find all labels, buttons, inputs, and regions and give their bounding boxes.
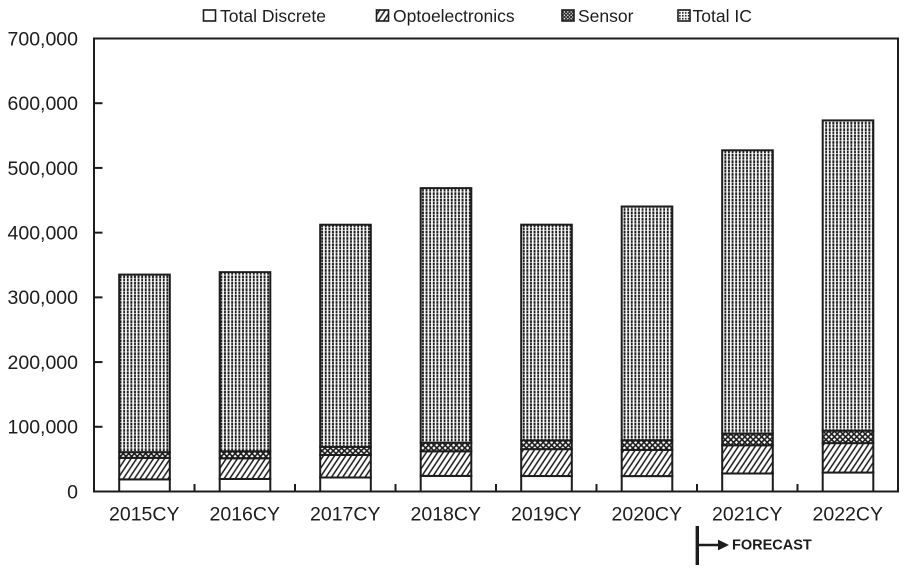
svg-text:Sensor: Sensor bbox=[578, 6, 634, 26]
svg-text:Total IC: Total IC bbox=[693, 6, 752, 26]
svg-text:500,000: 500,000 bbox=[8, 158, 79, 180]
svg-text:2016CY: 2016CY bbox=[210, 504, 280, 526]
svg-text:400,000: 400,000 bbox=[8, 222, 79, 244]
svg-text:2018CY: 2018CY bbox=[411, 504, 481, 526]
svg-text:2021CY: 2021CY bbox=[712, 504, 782, 526]
svg-text:0: 0 bbox=[67, 481, 78, 503]
svg-text:FORECAST: FORECAST bbox=[732, 538, 812, 554]
svg-text:2019CY: 2019CY bbox=[511, 504, 581, 526]
svg-text:2015CY: 2015CY bbox=[109, 504, 179, 526]
svg-text:300,000: 300,000 bbox=[8, 287, 79, 309]
svg-text:700,000: 700,000 bbox=[8, 28, 79, 50]
svg-text:2022CY: 2022CY bbox=[813, 504, 883, 526]
svg-text:2020CY: 2020CY bbox=[612, 504, 682, 526]
svg-text:600,000: 600,000 bbox=[8, 93, 79, 115]
svg-text:200,000: 200,000 bbox=[8, 352, 79, 374]
svg-text:2017CY: 2017CY bbox=[310, 504, 380, 526]
svg-text:Total Discrete: Total Discrete bbox=[220, 6, 326, 26]
svg-text:Optoelectronics: Optoelectronics bbox=[393, 6, 515, 26]
svg-text:100,000: 100,000 bbox=[8, 417, 79, 439]
